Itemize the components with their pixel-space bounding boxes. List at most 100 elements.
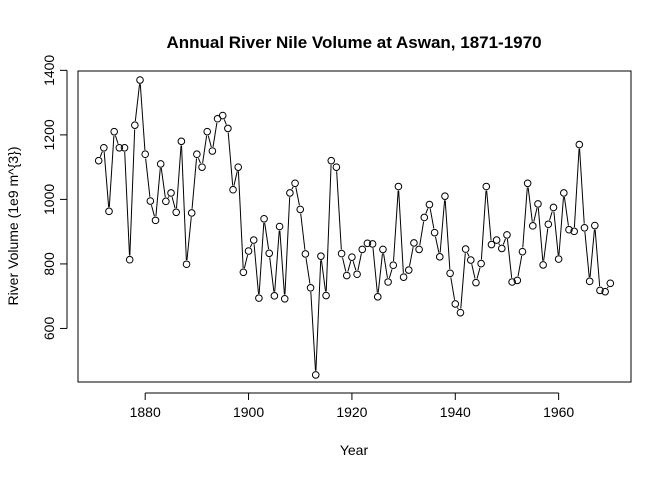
data-point — [576, 141, 583, 148]
data-point — [225, 125, 232, 132]
data-point — [473, 279, 480, 286]
series-segment — [467, 253, 469, 256]
series-segment — [146, 158, 150, 196]
data-point — [457, 309, 464, 316]
series-segment — [503, 239, 505, 245]
data-point — [312, 372, 319, 379]
series-segment — [358, 254, 361, 271]
data-point — [561, 190, 568, 197]
series-segment — [292, 187, 293, 189]
data-point — [550, 204, 557, 211]
data-point — [163, 198, 170, 205]
x-tick-label: 1880 — [130, 404, 161, 420]
series-segment — [550, 211, 553, 220]
series-segment — [445, 200, 450, 269]
series-segment — [394, 191, 399, 261]
data-point — [137, 77, 144, 84]
series-segment — [507, 239, 511, 278]
data-point — [245, 248, 252, 255]
data-point — [183, 261, 190, 268]
x-axis: 1880 1900 1920 1940 1960 — [130, 393, 575, 420]
data-point — [168, 190, 175, 197]
series-segment — [559, 197, 564, 255]
series-segment — [430, 209, 434, 229]
data-point — [405, 267, 412, 274]
series-segment — [213, 123, 217, 147]
series-segment — [518, 256, 522, 276]
series-segment — [182, 146, 187, 261]
data-point — [235, 164, 242, 171]
series-segment — [228, 133, 232, 186]
series-segment — [285, 197, 290, 294]
data-point — [555, 256, 562, 263]
y-tick-label: 600 — [41, 317, 57, 341]
data-point — [281, 295, 288, 302]
series-segment — [238, 171, 243, 268]
series-segment — [389, 269, 392, 278]
data-point — [188, 210, 195, 217]
series-segment — [280, 231, 285, 295]
data-point — [452, 301, 459, 308]
data-point — [426, 201, 433, 208]
data-point — [152, 217, 159, 224]
data-point — [142, 151, 149, 158]
series-segment — [208, 136, 211, 147]
series-segment — [410, 247, 414, 266]
series-segment — [481, 191, 486, 260]
series-segment — [595, 230, 600, 286]
data-point — [535, 201, 542, 208]
series-segment — [192, 158, 196, 208]
data-point — [545, 221, 552, 228]
data-point — [442, 193, 449, 200]
series-segment — [435, 237, 438, 253]
series-segment — [564, 197, 568, 225]
data-point — [111, 128, 118, 135]
data-point — [204, 128, 211, 135]
data-point — [374, 294, 381, 301]
data-point — [498, 245, 505, 252]
series-segment — [100, 152, 102, 157]
series-segment — [399, 191, 404, 273]
data-point — [519, 248, 526, 255]
data-point — [199, 164, 206, 171]
y-axis: 600800100012001400 — [41, 55, 67, 341]
data-point — [416, 246, 423, 253]
series-segment — [461, 253, 465, 308]
series-segment — [168, 197, 169, 198]
series-segment — [472, 264, 475, 278]
chart-title: Annual River Nile Volume at Aswan, 1871-… — [166, 33, 541, 52]
series-segment — [590, 230, 594, 277]
data-point — [132, 122, 139, 129]
data-point — [354, 271, 361, 278]
series-segment — [499, 244, 500, 245]
data-point — [95, 157, 102, 164]
series-segment — [321, 260, 325, 291]
data-point — [266, 250, 273, 257]
series-segment — [275, 231, 280, 292]
data-point — [333, 164, 340, 171]
series-segment — [477, 268, 480, 279]
series-segment — [177, 146, 182, 209]
data-point — [421, 214, 428, 221]
data-point — [307, 284, 314, 291]
series-segment — [224, 119, 226, 124]
data-point — [209, 148, 216, 155]
data-point — [101, 144, 108, 151]
series-segment — [538, 208, 542, 261]
series-segment — [156, 168, 160, 216]
series-segment — [326, 165, 331, 291]
data-point — [411, 240, 418, 247]
series-segment — [187, 217, 191, 260]
data-point — [467, 257, 474, 264]
x-axis-label: Year — [340, 442, 369, 458]
data-point — [462, 246, 469, 253]
y-tick-label: 1000 — [41, 184, 57, 215]
data-point — [530, 223, 537, 230]
series-segment — [457, 308, 458, 309]
series-segment — [296, 187, 300, 205]
series-segment — [337, 171, 342, 249]
series-segment — [574, 149, 579, 227]
series-segment — [420, 222, 424, 246]
data-point — [338, 250, 345, 257]
data-point — [126, 256, 133, 263]
